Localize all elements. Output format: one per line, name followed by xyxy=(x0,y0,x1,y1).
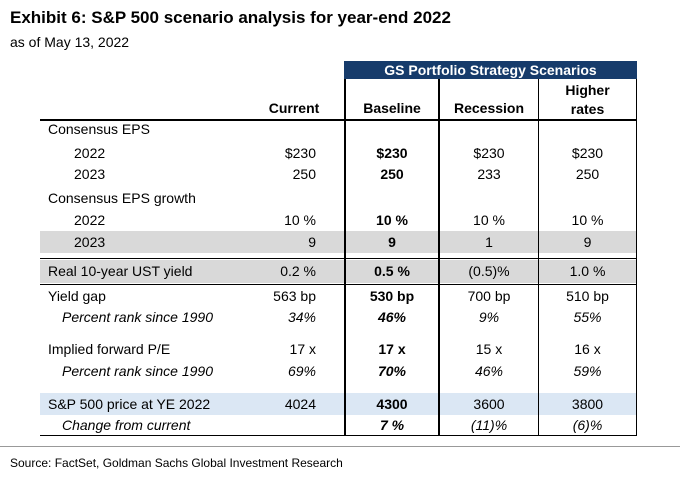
column-header-baseline: Baseline xyxy=(363,100,421,116)
row-label: 2022 xyxy=(74,145,106,161)
cell-baseline: $230 xyxy=(376,145,408,161)
cell-baseline: 250 xyxy=(380,166,404,182)
cell-baseline: 46% xyxy=(377,309,407,325)
exhibit-subtitle: as of May 13, 2022 xyxy=(10,34,130,50)
row-label: Consensus EPS xyxy=(48,121,150,137)
cell-higher-rates: 55% xyxy=(573,309,602,325)
cell-baseline: 17 x xyxy=(378,341,406,357)
cell-recession: 700 bp xyxy=(467,288,511,304)
cell-higher-rates: 9 xyxy=(583,234,592,250)
cell-recession: 1 xyxy=(485,234,493,250)
table-row: S&P 500 price at YE 2022 4024 4300 3600 … xyxy=(0,394,693,415)
table-row: Percent rank since 1990 34% 46% 9% 55% xyxy=(0,307,693,328)
row-highlight xyxy=(40,231,637,253)
cell-baseline: 0.5 % xyxy=(374,263,410,279)
row-highlight xyxy=(40,393,637,415)
cell-higher-rates: 10 % xyxy=(571,212,604,228)
cell-current: $230 xyxy=(284,145,316,161)
cell-baseline: 7 % xyxy=(379,417,405,433)
column-header-higher-rates: Higher rates xyxy=(538,81,637,119)
row-label: S&P 500 price at YE 2022 xyxy=(48,396,211,412)
cell-recession: 9% xyxy=(478,309,500,325)
row-rule xyxy=(40,258,637,259)
header-rule xyxy=(40,119,637,121)
row-label: Real 10-year UST yield xyxy=(48,263,193,279)
cell-higher-rates: $230 xyxy=(571,145,604,161)
cell-higher-rates: 510 bp xyxy=(566,288,609,304)
exhibit-title: Exhibit 6: S&P 500 scenario analysis for… xyxy=(10,8,451,27)
table-row: Implied forward P/E 17 x 17 x 15 x 16 x xyxy=(0,339,693,360)
cell-baseline: 530 bp xyxy=(369,288,415,304)
cell-baseline: 70% xyxy=(377,363,407,379)
table-row: 2023 9 9 1 9 xyxy=(0,232,693,253)
column-divider xyxy=(538,79,539,435)
scenarios-group-header: GS Portfolio Strategy Scenarios xyxy=(344,61,637,79)
baseline-column-frame xyxy=(344,79,440,435)
cell-higher-rates: 59% xyxy=(573,363,602,379)
cell-current: 34% xyxy=(287,309,316,325)
table-row: Percent rank since 1990 69% 70% 46% 59% xyxy=(0,361,693,382)
cell-current: 563 bp xyxy=(273,288,316,304)
cell-current: 0.2 % xyxy=(280,263,316,279)
cell-higher-rates: 1.0 % xyxy=(569,263,606,279)
column-header-higher-rates-line1: Higher xyxy=(565,82,610,98)
cell-baseline: 4300 xyxy=(376,396,408,412)
column-header-recession: Recession xyxy=(453,100,525,116)
table-row: 2022 $230 $230 $230 $230 xyxy=(0,143,693,164)
row-label: Change from current xyxy=(62,417,191,433)
table-row: Real 10-year UST yield 0.2 % 0.5 % (0.5)… xyxy=(0,261,693,282)
table-row: 2023 250 250 233 250 xyxy=(0,164,693,185)
row-label: Yield gap xyxy=(48,288,106,304)
source-note: Source: FactSet, Goldman Sachs Global In… xyxy=(10,456,343,470)
row-label: 2023 xyxy=(74,234,106,250)
column-header-higher-rates-line2: rates xyxy=(570,101,605,117)
row-label: 2022 xyxy=(74,212,106,228)
footer-divider xyxy=(0,446,680,447)
cell-recession: 10 % xyxy=(473,212,505,228)
cell-baseline: 9 xyxy=(388,234,396,250)
cell-recession: 15 x xyxy=(475,341,503,357)
table-row: Consensus EPS growth xyxy=(0,188,693,209)
cell-recession: (0.5)% xyxy=(468,263,510,279)
row-label: 2023 xyxy=(74,166,106,182)
cell-higher-rates: 16 x xyxy=(574,341,601,357)
cell-baseline: 10 % xyxy=(376,212,408,228)
row-highlight xyxy=(40,260,637,283)
cell-recession: $230 xyxy=(473,145,505,161)
row-rule xyxy=(40,284,637,285)
cell-current: 69% xyxy=(287,363,316,379)
row-label: Implied forward P/E xyxy=(48,341,171,357)
column-header-current: Current xyxy=(268,100,320,116)
table-row: Yield gap 563 bp 530 bp 700 bp 510 bp xyxy=(0,286,693,307)
table-bottom-rule xyxy=(40,435,637,436)
cell-current: 17 x xyxy=(289,341,316,357)
table-row: Change from current 7 % (11)% (6)% xyxy=(0,415,693,436)
cell-current: 4024 xyxy=(284,396,316,412)
cell-recession: (11)% xyxy=(470,417,508,433)
cell-higher-rates: (6)% xyxy=(572,417,603,433)
cell-current: 10 % xyxy=(284,212,316,228)
cell-current: 9 xyxy=(308,234,316,250)
row-label: Consensus EPS growth xyxy=(48,190,196,206)
cell-recession: 3600 xyxy=(473,396,505,412)
column-divider xyxy=(636,79,637,435)
cell-recession: 46% xyxy=(474,363,504,379)
cell-higher-rates: 3800 xyxy=(571,396,604,412)
row-label: Percent rank since 1990 xyxy=(62,309,213,325)
row-label: Percent rank since 1990 xyxy=(62,363,213,379)
cell-recession: 233 xyxy=(477,166,501,182)
cell-current: 250 xyxy=(292,166,316,182)
table-row: Consensus EPS xyxy=(0,119,693,140)
cell-higher-rates: 250 xyxy=(575,166,600,182)
table-row: 2022 10 % 10 % 10 % 10 % xyxy=(0,210,693,231)
